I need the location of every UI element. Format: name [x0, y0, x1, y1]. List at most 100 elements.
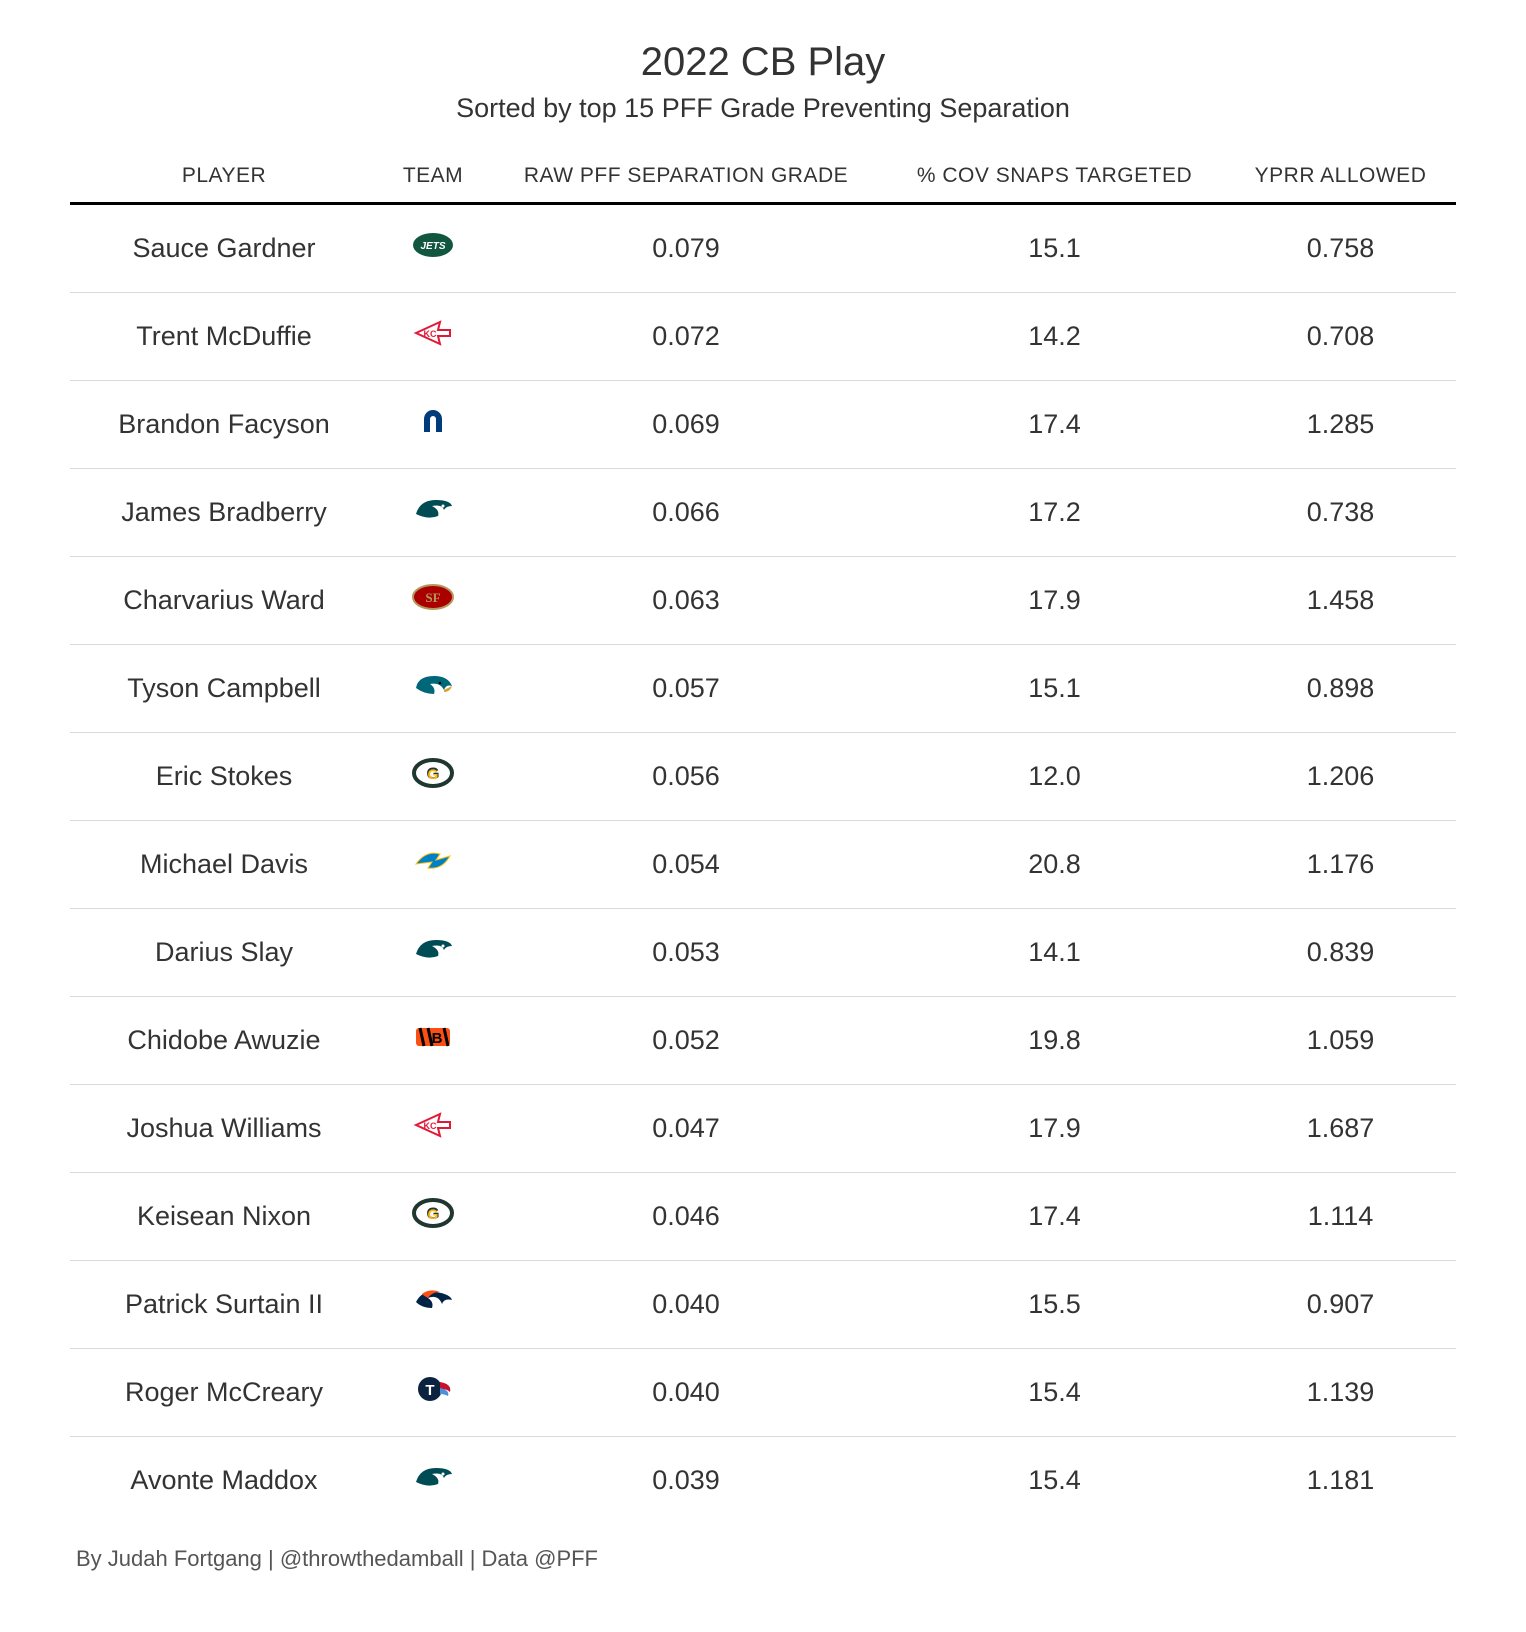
- cell-separation-grade: 0.069: [488, 381, 884, 469]
- cell-player: Patrick Surtain II: [70, 1261, 378, 1349]
- cell-yprr-allowed: 0.708: [1225, 293, 1456, 381]
- table-row: Eric Stokes G G 0.05612.01.206: [70, 733, 1456, 821]
- table-container: 2022 CB Play Sorted by top 15 PFF Grade …: [0, 0, 1526, 1632]
- cell-yprr-allowed: 1.059: [1225, 997, 1456, 1085]
- cell-separation-grade: 0.046: [488, 1173, 884, 1261]
- svg-text:G: G: [428, 766, 439, 782]
- cell-yprr-allowed: 1.176: [1225, 821, 1456, 909]
- table-row: Sauce Gardner JETS 0.07915.10.758: [70, 204, 1456, 293]
- col-header-cov: % COV SNAPS TARGETED: [884, 152, 1225, 204]
- svg-text:KC: KC: [424, 329, 437, 339]
- cell-player: Trent McDuffie: [70, 293, 378, 381]
- cell-yprr-allowed: 1.181: [1225, 1437, 1456, 1525]
- cell-cov-snaps-targeted: 20.8: [884, 821, 1225, 909]
- cell-player: James Bradberry: [70, 469, 378, 557]
- cell-team: [378, 645, 488, 733]
- cell-yprr-allowed: 0.907: [1225, 1261, 1456, 1349]
- table-row: Trent McDuffie KC 0.07214.20.708: [70, 293, 1456, 381]
- cell-team: G G: [378, 1173, 488, 1261]
- table-row: Darius Slay 0.05314.10.839: [70, 909, 1456, 997]
- cell-player: Joshua Williams: [70, 1085, 378, 1173]
- cell-yprr-allowed: 0.758: [1225, 204, 1456, 293]
- cell-player: Roger McCreary: [70, 1349, 378, 1437]
- table-row: Michael Davis 0.05420.81.176: [70, 821, 1456, 909]
- cell-team: [378, 909, 488, 997]
- cell-team: [378, 821, 488, 909]
- table-row: Avonte Maddox 0.03915.41.181: [70, 1437, 1456, 1525]
- cell-player: Tyson Campbell: [70, 645, 378, 733]
- svg-text:KC: KC: [424, 1121, 437, 1131]
- col-header-player: PLAYER: [70, 152, 378, 204]
- cell-separation-grade: 0.063: [488, 557, 884, 645]
- col-header-yprr: YPRR ALLOWED: [1225, 152, 1456, 204]
- page-title: 2022 CB Play: [70, 40, 1456, 85]
- cell-yprr-allowed: 1.206: [1225, 733, 1456, 821]
- cell-yprr-allowed: 1.687: [1225, 1085, 1456, 1173]
- table-row: Patrick Surtain II 0.04015.50.907: [70, 1261, 1456, 1349]
- svg-text:G: G: [428, 1206, 439, 1222]
- cell-yprr-allowed: 1.139: [1225, 1349, 1456, 1437]
- table-row: Joshua Williams KC 0.04717.91.687: [70, 1085, 1456, 1173]
- table-row: Brandon Facyson 0.06917.41.285: [70, 381, 1456, 469]
- table-row: Keisean Nixon G G 0.04617.41.114: [70, 1173, 1456, 1261]
- cell-player: Sauce Gardner: [70, 204, 378, 293]
- table-row: James Bradberry 0.06617.20.738: [70, 469, 1456, 557]
- cell-cov-snaps-targeted: 12.0: [884, 733, 1225, 821]
- svg-text:T: T: [425, 1382, 434, 1399]
- cell-separation-grade: 0.052: [488, 997, 884, 1085]
- cell-cov-snaps-targeted: 17.4: [884, 1173, 1225, 1261]
- cell-separation-grade: 0.066: [488, 469, 884, 557]
- cell-cov-snaps-targeted: 14.2: [884, 293, 1225, 381]
- cell-player: Darius Slay: [70, 909, 378, 997]
- svg-text:SF: SF: [425, 590, 440, 605]
- cell-cov-snaps-targeted: 15.5: [884, 1261, 1225, 1349]
- cell-team: JETS: [378, 204, 488, 293]
- team-logo-gb-icon: G G: [410, 756, 456, 790]
- team-logo-sf-icon: SF: [410, 580, 456, 614]
- team-logo-ind-icon: [410, 404, 456, 438]
- team-logo-cin-icon: B: [410, 1020, 456, 1054]
- cell-yprr-allowed: 1.458: [1225, 557, 1456, 645]
- cell-player: Chidobe Awuzie: [70, 997, 378, 1085]
- cell-separation-grade: 0.056: [488, 733, 884, 821]
- cell-separation-grade: 0.072: [488, 293, 884, 381]
- cell-cov-snaps-targeted: 19.8: [884, 997, 1225, 1085]
- cell-team: [378, 1437, 488, 1525]
- cell-yprr-allowed: 0.738: [1225, 469, 1456, 557]
- cell-yprr-allowed: 0.839: [1225, 909, 1456, 997]
- col-header-team: TEAM: [378, 152, 488, 204]
- team-logo-ten-icon: T: [410, 1372, 456, 1406]
- cell-cov-snaps-targeted: 14.1: [884, 909, 1225, 997]
- team-logo-kc-icon: KC: [410, 1108, 456, 1142]
- cell-separation-grade: 0.053: [488, 909, 884, 997]
- team-logo-jax-icon: [410, 668, 456, 702]
- cell-cov-snaps-targeted: 17.2: [884, 469, 1225, 557]
- cell-separation-grade: 0.039: [488, 1437, 884, 1525]
- cell-team: B: [378, 997, 488, 1085]
- cell-player: Brandon Facyson: [70, 381, 378, 469]
- cell-cov-snaps-targeted: 17.4: [884, 381, 1225, 469]
- cell-player: Charvarius Ward: [70, 557, 378, 645]
- team-logo-lac-icon: [410, 844, 456, 878]
- cell-separation-grade: 0.040: [488, 1261, 884, 1349]
- team-logo-phi-icon: [410, 932, 456, 966]
- team-logo-kc-icon: KC: [410, 316, 456, 350]
- cell-separation-grade: 0.040: [488, 1349, 884, 1437]
- cell-player: Eric Stokes: [70, 733, 378, 821]
- cell-cov-snaps-targeted: 17.9: [884, 1085, 1225, 1173]
- cell-player: Avonte Maddox: [70, 1437, 378, 1525]
- cell-team: T: [378, 1349, 488, 1437]
- team-logo-phi-icon: [410, 1460, 456, 1494]
- page-subtitle: Sorted by top 15 PFF Grade Preventing Se…: [70, 93, 1456, 124]
- svg-text:B: B: [432, 1030, 443, 1047]
- cell-cov-snaps-targeted: 17.9: [884, 557, 1225, 645]
- table-footnote: By Judah Fortgang | @throwthedamball | D…: [70, 1524, 1456, 1572]
- cell-team: SF: [378, 557, 488, 645]
- cell-cov-snaps-targeted: 15.4: [884, 1437, 1225, 1525]
- cell-team: KC: [378, 1085, 488, 1173]
- cell-team: [378, 381, 488, 469]
- table-row: Tyson Campbell 0.05715.10.898: [70, 645, 1456, 733]
- cell-cov-snaps-targeted: 15.4: [884, 1349, 1225, 1437]
- cell-cov-snaps-targeted: 15.1: [884, 204, 1225, 293]
- table-row: Chidobe Awuzie B 0.05219.81.059: [70, 997, 1456, 1085]
